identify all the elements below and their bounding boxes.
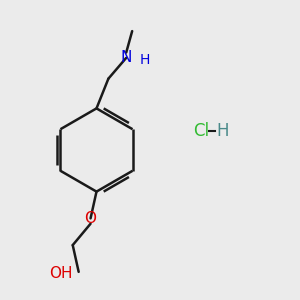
Text: OH: OH <box>49 266 73 281</box>
Text: H: H <box>140 53 150 67</box>
Text: O: O <box>85 211 97 226</box>
Text: H: H <box>217 122 230 140</box>
Text: N: N <box>121 50 132 65</box>
Text: Cl: Cl <box>193 122 209 140</box>
